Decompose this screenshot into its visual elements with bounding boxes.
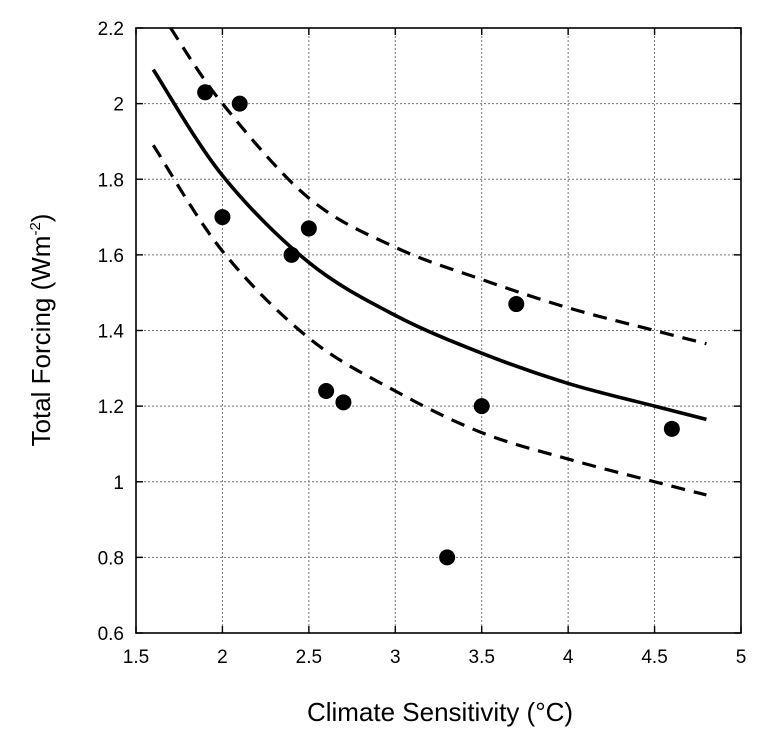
x-tick-label: 4 [563,647,574,668]
y-tick-label: 1.2 [98,397,124,418]
dashed-bound-curve [169,27,707,346]
data-point [214,209,231,226]
y-tick-label: 1.8 [98,170,124,191]
data-point [473,398,490,415]
x-tick-label: 2 [217,647,228,668]
x-tick-label: 5 [736,647,747,668]
x-tick-label: 1.5 [123,647,149,668]
x-tick-label: 4.5 [641,647,667,668]
y-tick-label: 2.2 [98,19,124,40]
y-axis-label-main: Total Forcing (Wm [26,236,56,447]
x-axis-label: Climate Sensitivity (°C) [307,697,573,727]
x-tick-label: 2.5 [296,647,322,668]
data-point [508,296,525,313]
y-tick-label: 1.4 [98,322,125,343]
x-tick-label: 3.5 [469,647,495,668]
y-axis-label-end: ) [26,214,56,223]
y-axis-label: Total Forcing (Wm-2) [26,214,56,447]
axis-ticks [135,27,742,634]
data-point [197,84,214,101]
solid-fit-curve [151,68,707,422]
data-point [335,394,352,411]
y-axis-label-superscript: -2 [27,222,44,235]
y-tick-label: 0.6 [98,624,124,645]
y-tick-label: 1.6 [98,246,124,267]
y-tick-labels: 0.6 0.8 1 1.2 1.4 1.6 1.8 2 2.2 [98,19,125,645]
data-point [663,420,680,437]
x-tick-labels: 1.5 2 2.5 3 3.5 4 4.5 5 [123,647,747,668]
data-point [283,246,300,263]
data-points [197,84,680,566]
data-point [318,383,335,399]
y-tick-label: 2 [113,95,124,116]
grid-lines [136,28,741,633]
fit-curves [151,27,707,497]
y-tick-label: 1 [113,473,124,494]
data-point [231,95,248,112]
dashed-bound-curve [151,144,707,497]
x-tick-label: 3 [390,647,401,668]
data-point [300,220,317,237]
data-point [439,549,456,566]
y-tick-label: 0.8 [98,548,124,569]
